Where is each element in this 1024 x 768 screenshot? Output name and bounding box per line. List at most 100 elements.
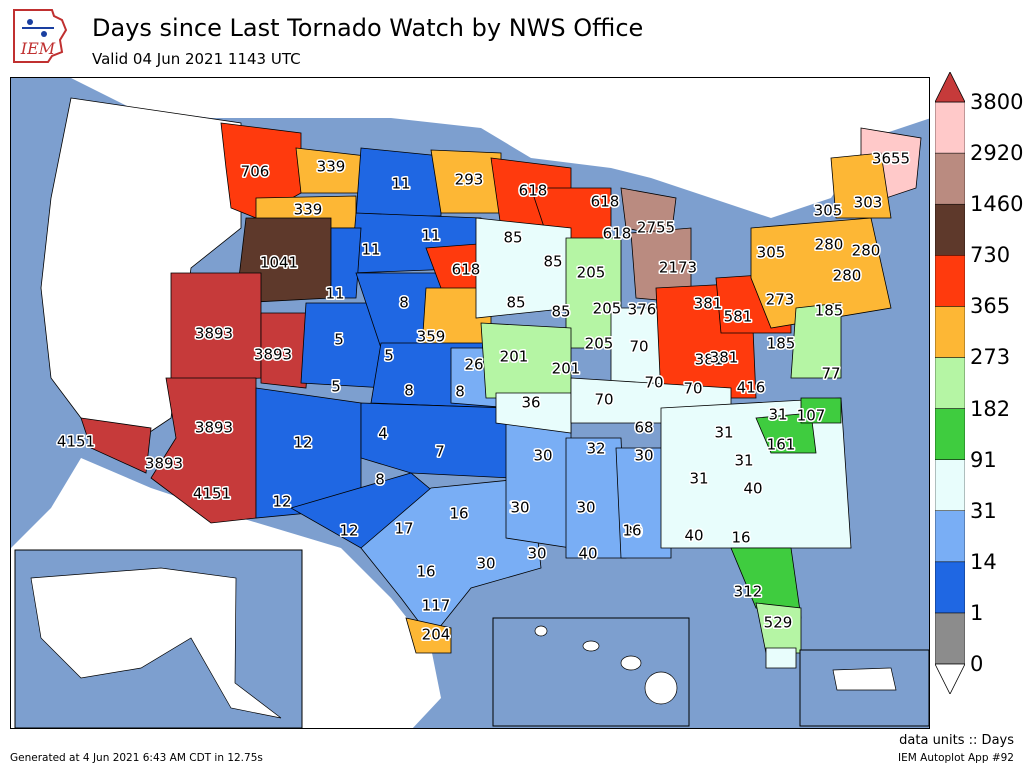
oahu-island xyxy=(582,640,600,652)
hawaii-island xyxy=(644,671,678,705)
colorbar-bin xyxy=(935,255,965,307)
office-value-label: 30 xyxy=(623,523,642,541)
office-value-label: 2173 xyxy=(659,259,697,277)
office-value-label: 31 xyxy=(734,452,753,470)
colorbar-tick-label: 91 xyxy=(970,447,997,472)
office-value-label: 16 xyxy=(622,522,641,540)
office-value-label: 381 xyxy=(695,351,724,369)
iem-logo-text: IEM xyxy=(20,39,56,58)
office-value-label: 8 xyxy=(399,294,409,312)
puerto-rico-land xyxy=(832,667,897,691)
office-value-label: 280 xyxy=(815,236,844,254)
office-value-label: 16 xyxy=(416,563,435,581)
office-value-label: 280 xyxy=(852,242,881,260)
hawaii-inset-frame xyxy=(492,617,690,727)
colorbar-tick-label: 273 xyxy=(970,345,1011,370)
office-value-label: 30 xyxy=(476,555,495,573)
office-value-label: 376 xyxy=(628,301,657,319)
office-value-label: 4151 xyxy=(57,433,95,451)
office-value-label: 4 xyxy=(378,425,388,443)
office-value-label: 293 xyxy=(455,171,484,189)
region-utah-3893b xyxy=(260,312,312,389)
colorbar-tick-label: 182 xyxy=(970,396,1011,421)
office-value-label: 31 xyxy=(714,424,733,442)
office-value-label: 201 xyxy=(500,348,529,366)
region-va-185 xyxy=(790,302,842,379)
office-value-label: 70 xyxy=(683,380,702,398)
office-value-label: 11 xyxy=(391,175,410,193)
office-value-label: 618 xyxy=(591,193,620,211)
office-value-label: 581 xyxy=(724,308,753,326)
colorbar-tick-label: 3800 xyxy=(970,90,1024,114)
colorbar-tick-label: 31 xyxy=(970,498,997,523)
office-value-label: 17 xyxy=(394,520,413,538)
office-value-label: 359 xyxy=(417,328,446,346)
conus-regions xyxy=(40,97,922,669)
office-value-label: 30 xyxy=(533,447,552,465)
office-value-label: 280 xyxy=(833,267,862,285)
office-value-label: 618 xyxy=(519,182,548,200)
office-value-label: 2755 xyxy=(637,219,675,237)
office-value-label: 205 xyxy=(585,335,614,353)
office-value-label: 85 xyxy=(506,294,525,312)
map-frame: 706 339 339 11 293 618 618 618 2755 3655 305 303 104… xyxy=(10,77,930,729)
office-value-label: 1041 xyxy=(260,254,298,272)
region-mo-36 xyxy=(495,392,572,434)
hawaii-inset xyxy=(492,617,690,727)
office-value-label: 40 xyxy=(684,527,703,545)
office-value-label: 117 xyxy=(422,597,451,615)
office-value-label: 381 xyxy=(710,349,739,367)
colorbar-tick-label: 0 xyxy=(970,652,984,676)
region-arizona-3893 xyxy=(150,377,257,524)
colorbar-tick-label: 1 xyxy=(970,600,984,625)
office-value-label: 68 xyxy=(634,419,653,437)
office-value-label: 381 xyxy=(694,295,723,313)
office-value-label: 30 xyxy=(510,499,529,517)
page-title: Days since Last Tornado Watch by NWS Off… xyxy=(92,14,644,42)
colorbar-tick-label: 14 xyxy=(970,549,997,574)
office-value-label: 339 xyxy=(317,158,346,176)
colorbar-bin xyxy=(935,357,965,409)
office-value-label: 205 xyxy=(577,264,606,282)
colorbar-bin xyxy=(935,203,965,256)
colorbar-bin xyxy=(935,306,965,358)
office-value-label: 11 xyxy=(421,227,440,245)
office-value-label: 303 xyxy=(854,194,883,212)
region-ar-30 xyxy=(505,417,572,549)
puerto-rico-inset-frame xyxy=(799,649,929,727)
alaska-land xyxy=(30,567,282,719)
kauai-island xyxy=(534,625,548,637)
office-value-label: 3893 xyxy=(195,419,233,437)
office-value-label: 339 xyxy=(294,201,323,219)
office-value-label: 16 xyxy=(449,505,468,523)
page-subtitle: Valid 04 Jun 2021 1143 UTC xyxy=(92,50,301,68)
office-value-label: 305 xyxy=(757,244,786,262)
office-value-label: 36 xyxy=(521,394,540,412)
office-value-label: 70 xyxy=(629,338,648,356)
colorbar-tick-label: 1460 xyxy=(970,192,1024,217)
office-value-label: 107 xyxy=(797,407,826,425)
office-value-label: 5 xyxy=(384,347,394,365)
maui-island xyxy=(620,655,642,671)
office-value-label: 3893 xyxy=(254,346,292,364)
office-value-label: 185 xyxy=(815,302,844,320)
office-value-label: 8 xyxy=(375,471,385,489)
office-value-label: 273 xyxy=(766,291,795,309)
colorbar-tick-label: 730 xyxy=(970,243,1011,268)
office-value-label: 30 xyxy=(576,499,595,517)
region-me-303 xyxy=(830,152,892,219)
office-value-label: 3655 xyxy=(872,150,910,168)
office-value-label: 32 xyxy=(586,440,605,458)
office-value-label: 204 xyxy=(422,626,451,644)
region-al-30 xyxy=(615,447,672,559)
colorbar-bin xyxy=(935,612,965,665)
office-value-label: 205 xyxy=(593,300,622,318)
units-label: data units :: Days xyxy=(899,733,1014,748)
region-socal-4151 xyxy=(80,417,152,474)
office-value-label: 26 xyxy=(464,356,483,374)
office-value-label: 706 xyxy=(241,163,270,181)
office-value-label: 8 xyxy=(404,382,414,400)
office-value-label: 161 xyxy=(767,436,796,454)
colorbar-bin xyxy=(935,101,965,154)
